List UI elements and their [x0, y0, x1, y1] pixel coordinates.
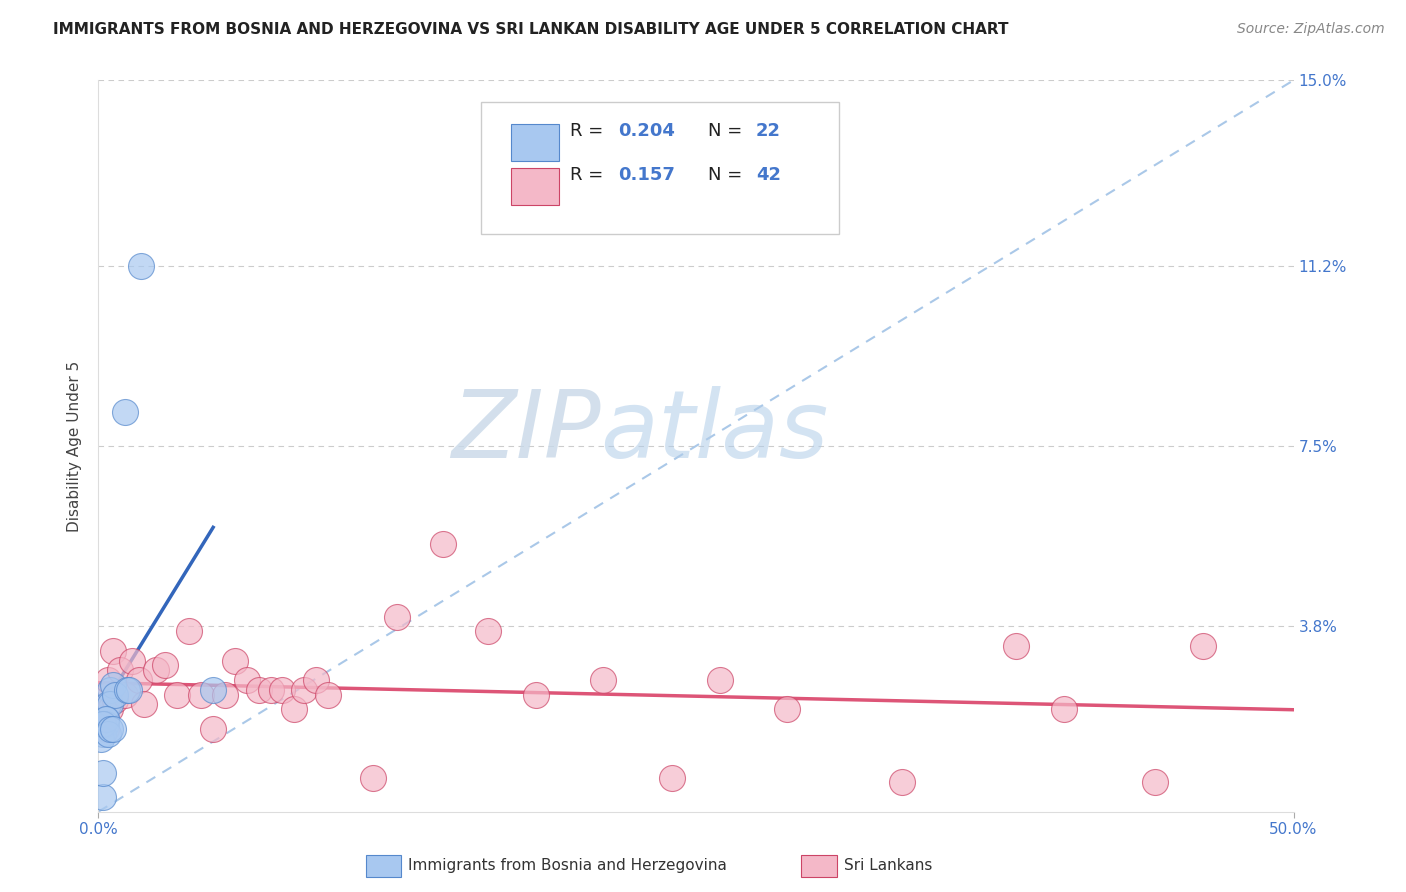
Point: [292, 682, 315, 697]
Point: [190, 688, 212, 702]
Point: [477, 624, 499, 639]
Point: [1191, 639, 1213, 653]
Point: [214, 688, 236, 702]
Point: [97, 673, 120, 687]
Text: 0.157: 0.157: [619, 167, 675, 185]
Point: [91, 717, 114, 731]
Point: [363, 771, 385, 785]
Text: IMMIGRANTS FROM BOSNIA AND HERZEGOVINA VS SRI LANKAN DISABILITY AGE UNDER 5 CORR: IMMIGRANTS FROM BOSNIA AND HERZEGOVINA V…: [53, 22, 1010, 37]
Text: R =: R =: [571, 167, 609, 185]
Point: [305, 673, 328, 687]
Point: [155, 658, 177, 673]
Point: [202, 722, 225, 736]
Point: [94, 712, 117, 726]
Text: ZIP: ZIP: [451, 386, 600, 477]
Point: [91, 717, 114, 731]
Point: [115, 682, 138, 697]
Point: [890, 775, 912, 789]
Text: R =: R =: [571, 122, 609, 140]
Text: atlas: atlas: [600, 386, 828, 477]
Point: [661, 771, 683, 785]
Point: [91, 727, 114, 741]
Point: [316, 688, 339, 702]
Point: [283, 702, 305, 716]
Y-axis label: Disability Age Under 5: Disability Age Under 5: [67, 360, 83, 532]
Text: N =: N =: [709, 122, 748, 140]
Point: [94, 717, 117, 731]
Point: [101, 722, 124, 736]
Text: Sri Lankans: Sri Lankans: [844, 858, 932, 872]
Point: [128, 673, 150, 687]
Point: [104, 692, 127, 706]
Point: [91, 790, 114, 805]
Point: [432, 536, 454, 550]
Point: [98, 722, 122, 736]
Point: [97, 727, 120, 741]
Point: [94, 712, 117, 726]
Point: [98, 698, 122, 712]
Point: [1143, 775, 1166, 789]
Point: [145, 663, 167, 677]
Point: [247, 682, 270, 697]
Text: N =: N =: [709, 167, 748, 185]
Point: [90, 731, 112, 746]
Point: [524, 688, 547, 702]
Point: [709, 673, 731, 687]
Text: 22: 22: [756, 122, 780, 140]
Text: Immigrants from Bosnia and Herzegovina: Immigrants from Bosnia and Herzegovina: [408, 858, 727, 872]
Point: [97, 688, 120, 702]
Point: [98, 702, 122, 716]
Point: [592, 673, 614, 687]
Point: [91, 765, 114, 780]
Point: [235, 673, 257, 687]
Point: [385, 609, 409, 624]
Point: [271, 682, 294, 697]
Point: [114, 688, 136, 702]
Point: [179, 624, 201, 639]
Point: [101, 644, 124, 658]
Point: [131, 259, 153, 273]
Point: [94, 712, 117, 726]
Point: [202, 682, 225, 697]
Point: [114, 405, 136, 419]
Point: [1005, 639, 1028, 653]
Point: [101, 678, 124, 692]
Point: [94, 722, 117, 736]
Point: [224, 654, 246, 668]
Point: [166, 688, 188, 702]
Point: [259, 682, 281, 697]
Point: [121, 654, 143, 668]
Point: [118, 682, 141, 697]
Point: [108, 663, 131, 677]
Text: Source: ZipAtlas.com: Source: ZipAtlas.com: [1237, 22, 1385, 37]
Point: [776, 702, 799, 716]
Point: [97, 698, 120, 712]
Point: [98, 682, 122, 697]
Point: [1053, 702, 1076, 716]
Text: 0.204: 0.204: [619, 122, 675, 140]
Text: 42: 42: [756, 167, 780, 185]
Point: [132, 698, 155, 712]
Point: [104, 688, 127, 702]
